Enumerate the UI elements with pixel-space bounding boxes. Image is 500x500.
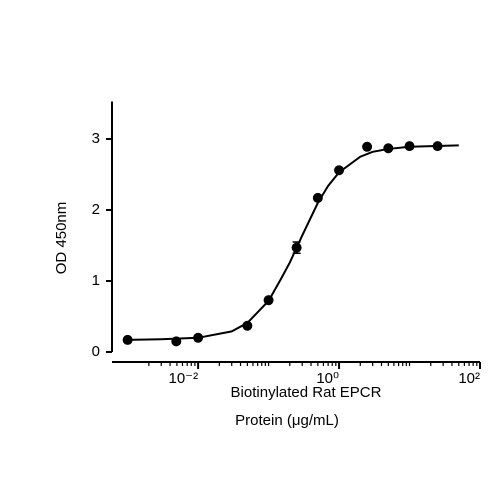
data-point (334, 165, 345, 176)
y-tick-label: 2 (92, 201, 100, 218)
y-tick-label: 3 (92, 130, 100, 147)
data-point (404, 141, 415, 152)
y-tick-label: 0 (92, 343, 100, 360)
y-axis-title: OD 450nm (53, 202, 70, 275)
data-point (122, 334, 133, 345)
fit-curve (127, 144, 459, 341)
data-point (291, 242, 302, 253)
data-point (362, 141, 373, 152)
data-point (242, 320, 253, 331)
data-point (383, 143, 394, 154)
x-tick-label: 10⁰ (316, 370, 339, 387)
data-point (312, 192, 323, 203)
x-axis-title: Biotinylated Rat EPCR (231, 384, 382, 401)
data-point (193, 332, 204, 343)
data-point (432, 141, 443, 152)
x-tick-label: 10⁻² (168, 370, 198, 387)
x-axis-title: Protein (μg/mL) (235, 412, 339, 429)
y-tick-label: 1 (92, 272, 100, 289)
data-point (171, 336, 182, 347)
x-tick-label: 10² (458, 370, 480, 387)
data-point (263, 295, 274, 306)
